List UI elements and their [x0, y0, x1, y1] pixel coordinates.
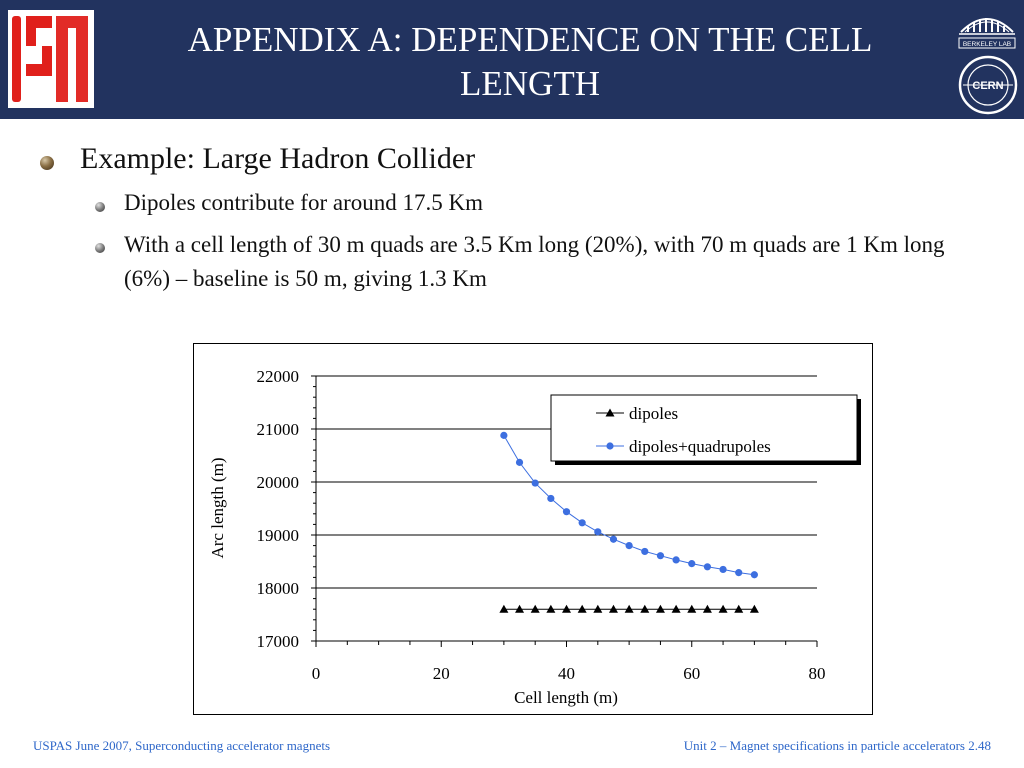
y-tick-label: 22000 [257, 367, 300, 386]
data-point [499, 604, 509, 613]
cern-text: CERN [972, 80, 1003, 92]
bullet-sub-1: Dipoles contribute for around 17.5 Km [124, 190, 483, 215]
data-point [577, 604, 587, 613]
data-point [641, 547, 649, 556]
chart-tick-labels: 17000 18000 19000 20000 21000 22000 0 20 40 60 80 [257, 367, 826, 683]
data-point [594, 528, 602, 536]
y-tick-label: 20000 [257, 473, 300, 492]
data-point [703, 563, 712, 571]
y-tick-label: 18000 [257, 579, 300, 598]
x-tick-label: 60 [683, 664, 700, 683]
data-point [735, 569, 743, 577]
data-point [515, 458, 524, 466]
title-line-1: APPENDIX A: DEPENDENCE ON THE CELL [187, 20, 873, 59]
data-point [546, 604, 556, 613]
x-axis-label: Cell length (m) [514, 688, 618, 707]
data-point [562, 508, 571, 516]
chart-frame: 17000 18000 19000 20000 21000 22000 0 20 40 60 80 … [193, 343, 873, 715]
data-point [640, 604, 650, 613]
legend-marker [605, 408, 615, 417]
data-point [656, 552, 665, 560]
bullet-dot-icon [95, 202, 105, 212]
data-point [609, 535, 618, 543]
legend-box [550, 394, 858, 462]
data-point [531, 479, 539, 487]
data-point [593, 604, 603, 613]
data-point [719, 565, 727, 574]
bullet-dot-icon [40, 156, 54, 170]
x-tick-label: 20 [433, 664, 450, 683]
data-point [734, 604, 744, 613]
y-tick-label: 21000 [257, 420, 300, 439]
berkeley-lab-logo: BERKELEY LAB [955, 4, 1019, 52]
series-dipoles [499, 604, 759, 613]
chart-series [499, 431, 759, 613]
x-tick-label: 80 [809, 664, 826, 683]
data-point [562, 604, 571, 613]
title-line-2: LENGTH [460, 64, 600, 103]
data-point [672, 556, 680, 564]
footer-unit: Unit 2 – Magnet specifications in partic… [683, 738, 991, 753]
legend-label: dipoles+quadrupoles [629, 437, 771, 456]
legend-label: dipoles [629, 404, 678, 423]
y-tick-label: 19000 [257, 526, 300, 545]
x-tick-label: 0 [312, 664, 321, 683]
data-point [547, 494, 555, 503]
slide-header: APPENDIX A: DEPENDENCE ON THE CELL LENGT… [0, 0, 1024, 119]
data-point [625, 542, 633, 550]
data-point [578, 519, 586, 527]
slide-title: APPENDIX A: DEPENDENCE ON THE CELL LENGT… [110, 18, 950, 106]
footer-course: USPAS June 2007, Superconducting acceler… [33, 738, 331, 753]
chart-legend: dipoles dipoles+quadrupoles [550, 394, 861, 465]
data-point [608, 604, 618, 613]
bullet-dot-icon [95, 243, 105, 253]
y-tick-label: 17000 [257, 632, 300, 651]
data-point [702, 604, 712, 613]
series-dipoles-quadrupoles [500, 431, 758, 579]
data-point [530, 604, 540, 613]
data-point [687, 604, 697, 613]
y-axis-label: Arc length (m) [208, 457, 227, 558]
data-point [500, 431, 508, 439]
data-point [624, 604, 634, 613]
data-point [515, 604, 525, 613]
data-point [688, 560, 696, 568]
berkeley-lab-text: BERKELEY LAB [963, 41, 1011, 48]
data-point [655, 604, 665, 613]
cern-logo: CERN [957, 54, 1019, 116]
legend-marker [606, 442, 614, 450]
bullet-sub-2: With a cell length of 30 m quads are 3.5… [124, 232, 945, 291]
data-point [671, 604, 681, 613]
bullet-main: Example: Large Hadron Collider [80, 142, 476, 175]
data-point [749, 604, 759, 613]
x-tick-label: 40 [558, 664, 575, 683]
data-point [750, 571, 758, 579]
uspas-logo [8, 10, 94, 108]
chart-ticks [311, 375, 818, 647]
data-point [718, 604, 728, 613]
